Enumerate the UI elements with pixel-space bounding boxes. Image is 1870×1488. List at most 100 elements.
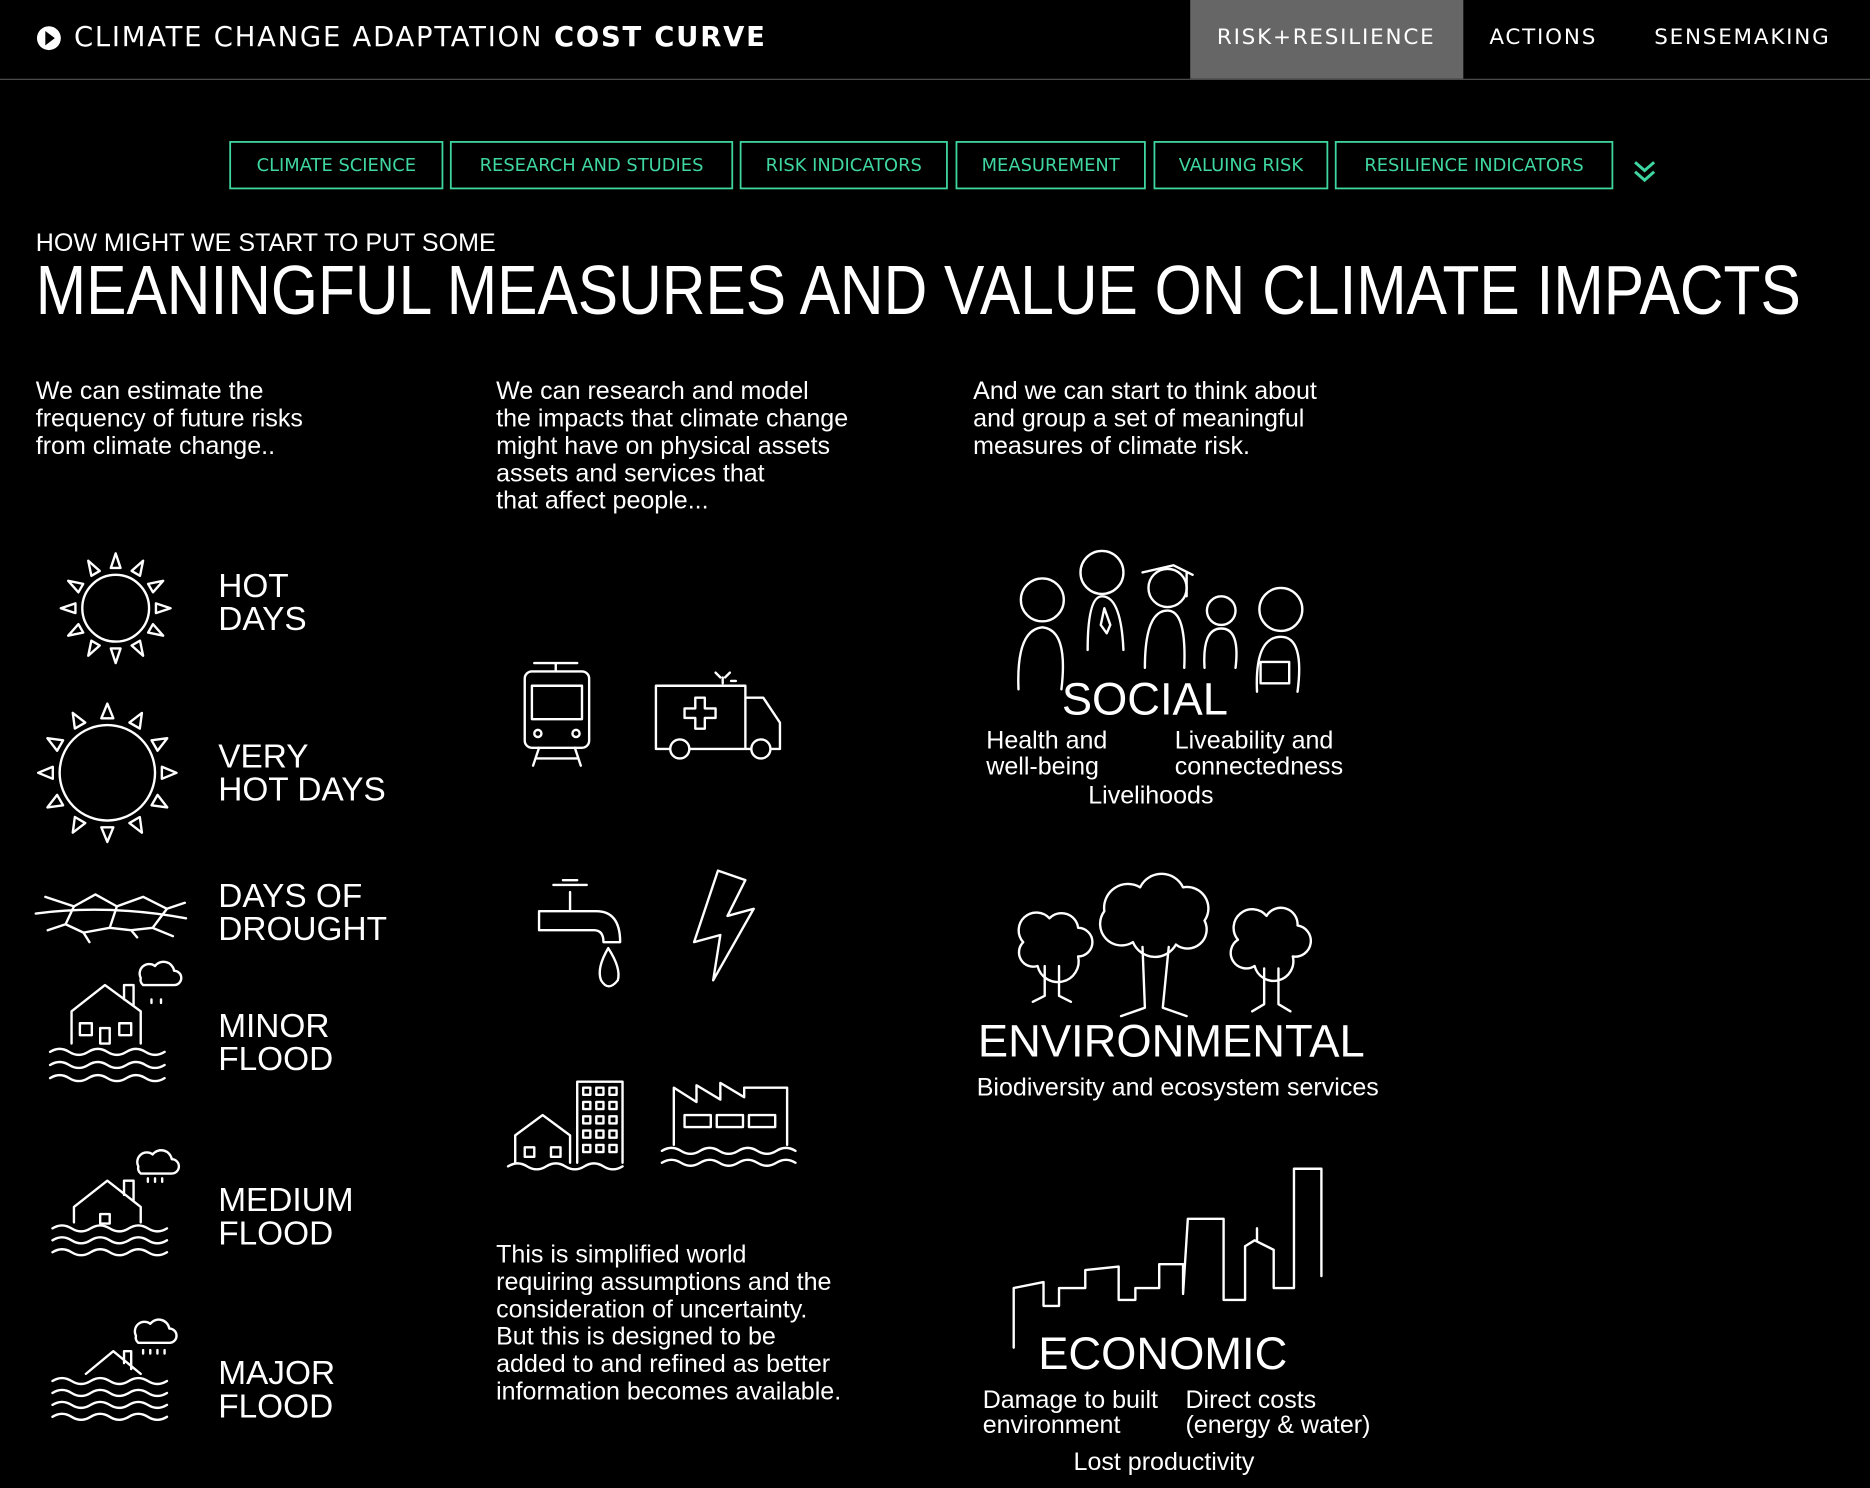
- site-title: CLIMATE CHANGE ADAPTATION COST CURVE: [74, 22, 767, 53]
- note-text: information becomes available.: [496, 1378, 841, 1406]
- tab-border[interactable]: [955, 141, 1146, 190]
- tab-label[interactable]: RESEARCH AND STUDIES: [480, 155, 704, 176]
- intro-text: frequency of future risks: [36, 404, 303, 432]
- sun-ray: [100, 702, 115, 720]
- measure-item: connectedness: [1175, 753, 1343, 781]
- icon-skyline: [1012, 1167, 1323, 1349]
- tab-label[interactable]: CLIMATE SCIENCE: [257, 155, 416, 176]
- sun-ray: [130, 639, 145, 657]
- icon-people: [1017, 549, 1304, 693]
- tab-label[interactable]: VALUING RISK: [1179, 155, 1305, 176]
- tab-border[interactable]: [739, 141, 948, 190]
- sun-ray: [87, 559, 101, 577]
- header-bar: [0, 0, 1870, 79]
- window: [581, 1100, 592, 1111]
- sun-ray: [36, 765, 54, 781]
- icon-tram: [523, 661, 591, 767]
- tab-label[interactable]: MEASUREMENT: [982, 155, 1120, 176]
- sun-ray: [160, 765, 178, 781]
- sun-ray: [109, 647, 122, 665]
- risk-label: FLOOD: [218, 1215, 333, 1252]
- window: [595, 1100, 605, 1111]
- tab-border[interactable]: [449, 141, 734, 190]
- note-text: consideration of uncertainty.: [496, 1295, 807, 1323]
- intro-text: from climate change..: [36, 432, 275, 460]
- sun-ray: [150, 793, 169, 809]
- more-chevron[interactable]: [1634, 161, 1656, 183]
- kicker: HOW MIGHT WE START TO PUT SOME: [36, 229, 496, 257]
- tab-border[interactable]: [1153, 141, 1329, 190]
- window: [581, 1143, 592, 1154]
- sun-ray: [71, 711, 87, 730]
- window: [608, 1129, 618, 1139]
- intro-text: We can estimate the: [36, 377, 264, 405]
- risk-label: DROUGHT: [218, 911, 387, 948]
- risk-label: FLOOD: [218, 1388, 333, 1425]
- nav-item[interactable]: ACTIONS: [1489, 25, 1597, 50]
- risk-label: FLOOD: [218, 1041, 333, 1078]
- note-text: requiring assumptions and the: [496, 1268, 831, 1296]
- icon-tap: [537, 878, 622, 988]
- tab-border[interactable]: [229, 141, 444, 190]
- tab-label[interactable]: RESILIENCE INDICATORS: [1364, 155, 1583, 176]
- icon-trees: [1017, 872, 1313, 1018]
- tab-bar: CLIMATE SCIENCE RESEARCH AND STUDIES RISK …: [229, 141, 1614, 190]
- sun-ray: [128, 711, 144, 730]
- tab-border[interactable]: [1334, 141, 1614, 190]
- icon-factory: [660, 1081, 797, 1167]
- tab-label[interactable]: RISK INDICATORS: [766, 155, 922, 176]
- sun-ray: [46, 793, 65, 809]
- sun-ray: [146, 579, 165, 594]
- measure-item: Damage to built: [983, 1386, 1158, 1414]
- nav-item[interactable]: SENSEMAKING: [1654, 25, 1830, 50]
- risk-label: VERY: [218, 738, 308, 775]
- sun-ray: [109, 552, 122, 570]
- risk-label: DAYS OF: [218, 878, 362, 915]
- window: [608, 1086, 618, 1096]
- measure-title: ECONOMIC: [1038, 1328, 1287, 1379]
- note-text: But this is designed to be: [496, 1323, 776, 1351]
- risk-label: HOT: [218, 568, 288, 605]
- sun-ray: [71, 815, 87, 834]
- icon-very-hot-days: [36, 702, 178, 844]
- intro-text: assets and services that: [496, 459, 765, 487]
- window: [595, 1129, 605, 1139]
- window: [581, 1129, 592, 1139]
- sun-ray: [130, 559, 145, 577]
- note-text: added to and refined as better: [496, 1350, 830, 1378]
- sun-ray: [150, 737, 169, 752]
- intro-text: that affect people...: [496, 487, 708, 515]
- sun-ray: [154, 602, 172, 615]
- measure-item: Direct costs: [1185, 1386, 1316, 1414]
- measure-item: (energy & water): [1185, 1411, 1370, 1439]
- measure-item: Liveability and: [1175, 726, 1334, 754]
- sun-ray: [128, 815, 144, 834]
- sun-ray: [100, 826, 115, 844]
- title-prefix: CLIMATE CHANGE ADAPTATION: [74, 22, 543, 53]
- intro-text: and group a set of meaningful: [973, 404, 1304, 432]
- intro-text: the impacts that climate change: [496, 404, 848, 432]
- window: [595, 1115, 605, 1125]
- intro-text: measures of climate risk.: [973, 432, 1250, 460]
- risk-label: MINOR: [218, 1008, 329, 1045]
- measure-item: Health and: [986, 726, 1107, 754]
- risk-label: DAYS: [218, 601, 306, 638]
- title-bold: COST CURVE: [554, 22, 767, 53]
- intro-text: We can research and model: [496, 377, 809, 405]
- sun-ray: [146, 622, 165, 637]
- risk-label: MAJOR: [218, 1355, 335, 1392]
- nav-item[interactable]: RISK+RESILIENCE: [1217, 25, 1436, 50]
- measure-item: well-being: [985, 753, 1099, 781]
- sun-ray: [59, 602, 77, 615]
- measure-item: Lost productivity: [1074, 1448, 1255, 1476]
- sun-ray: [87, 639, 101, 657]
- measure-item: environment: [983, 1411, 1121, 1439]
- logo[interactable]: CLIMATE CHANGE ADAPTATION COST CURVE: [36, 22, 767, 53]
- sun-ray: [46, 737, 65, 752]
- icon-medium-flood: [51, 1149, 181, 1257]
- risk-label: MEDIUM: [218, 1182, 353, 1219]
- icon-hot-days: [59, 552, 172, 665]
